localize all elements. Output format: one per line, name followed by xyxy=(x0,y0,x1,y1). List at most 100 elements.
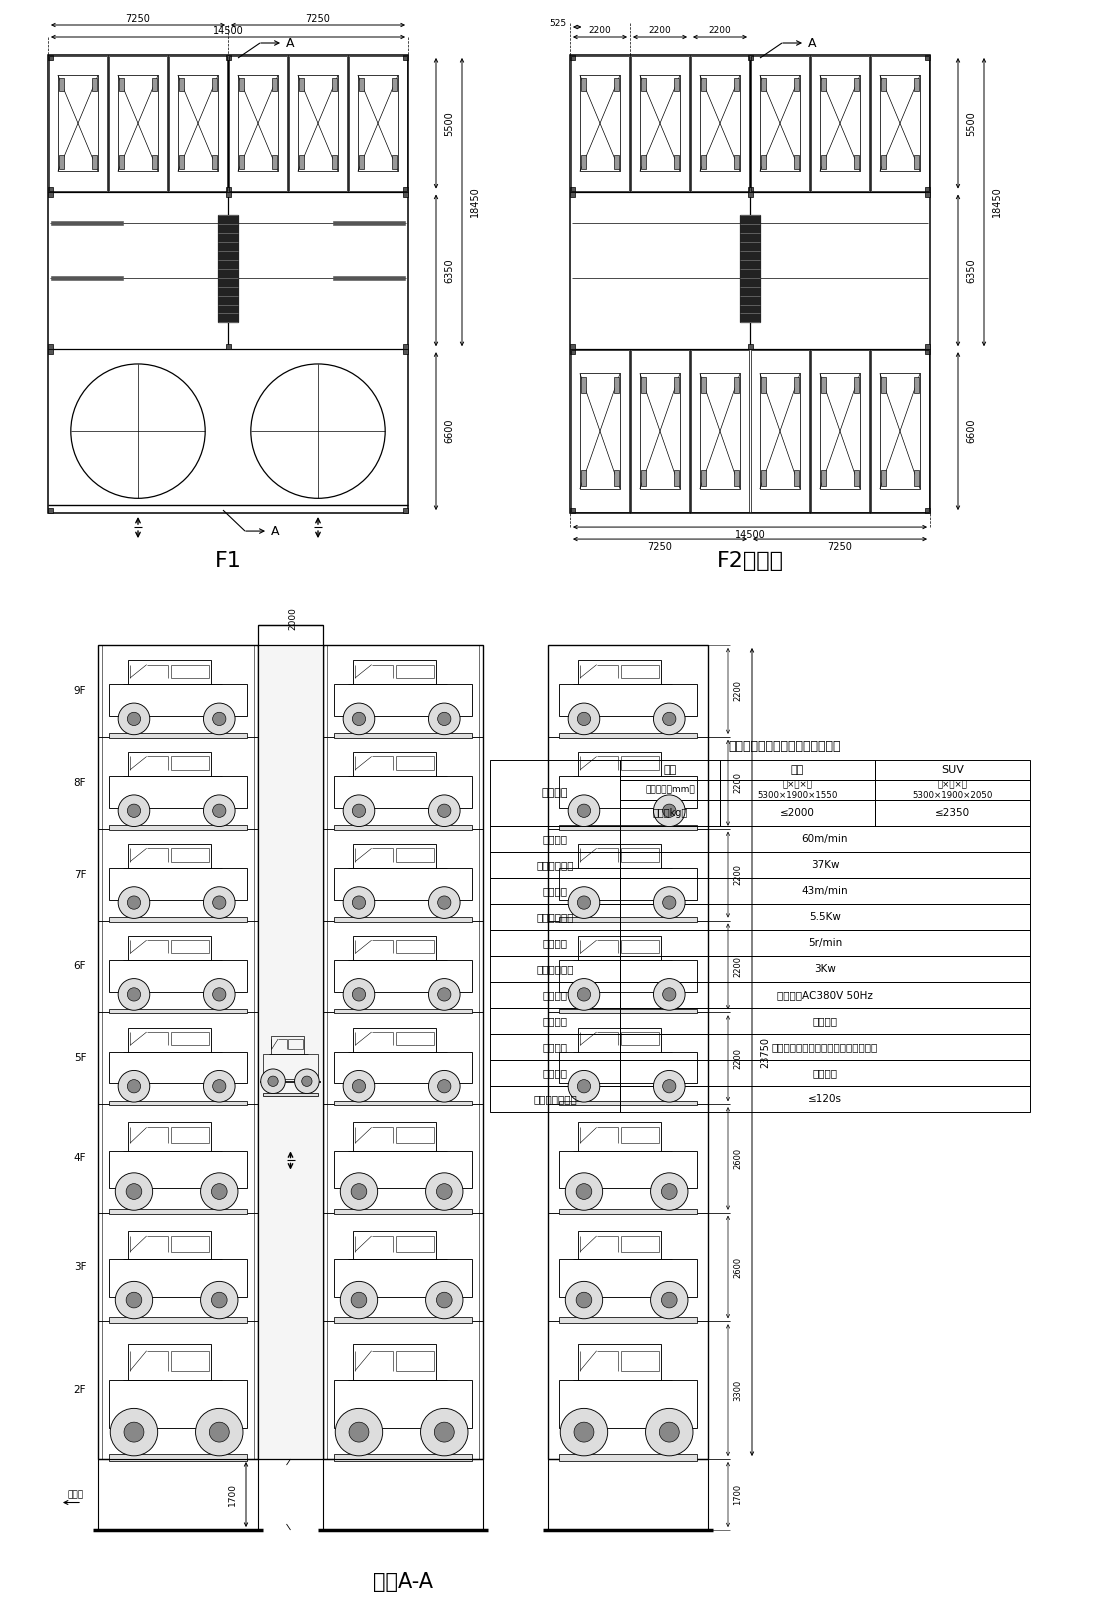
Text: 7250: 7250 xyxy=(827,543,853,552)
Bar xyxy=(720,800,874,826)
Bar xyxy=(92,78,97,91)
Circle shape xyxy=(118,1071,150,1101)
Bar xyxy=(490,930,620,956)
Bar xyxy=(333,221,405,226)
Bar xyxy=(570,508,575,512)
Circle shape xyxy=(578,712,591,725)
Text: 18450: 18450 xyxy=(470,187,480,218)
Bar xyxy=(620,1060,1030,1085)
Bar xyxy=(761,376,766,392)
Bar xyxy=(914,78,918,91)
Bar xyxy=(239,78,243,91)
Text: 回转速度: 回转速度 xyxy=(542,938,568,948)
Bar xyxy=(579,752,661,776)
Circle shape xyxy=(352,804,365,818)
Circle shape xyxy=(118,796,150,826)
Circle shape xyxy=(301,1076,312,1087)
Text: 平均存取车时间: 平均存取车时间 xyxy=(534,1093,576,1105)
Text: 6F: 6F xyxy=(74,962,86,972)
Bar xyxy=(691,56,749,191)
Circle shape xyxy=(204,703,235,735)
Text: 回转电机功率: 回转电机功率 xyxy=(537,964,574,973)
Bar xyxy=(58,75,98,171)
Bar xyxy=(332,78,337,91)
Bar xyxy=(109,917,246,922)
Bar xyxy=(212,155,217,168)
Bar xyxy=(263,1055,318,1079)
Bar xyxy=(631,351,689,512)
Bar xyxy=(855,155,859,168)
Bar xyxy=(925,508,930,512)
Bar xyxy=(620,800,721,826)
Circle shape xyxy=(650,1281,688,1319)
Circle shape xyxy=(438,1079,451,1093)
Bar xyxy=(559,1101,696,1105)
Bar xyxy=(914,155,918,168)
Bar xyxy=(169,56,227,191)
Circle shape xyxy=(578,988,591,1001)
Circle shape xyxy=(352,712,365,725)
Bar xyxy=(129,1028,211,1052)
Bar xyxy=(179,155,184,168)
Bar xyxy=(581,78,585,91)
Text: 6600: 6600 xyxy=(966,419,976,443)
Text: 2600: 2600 xyxy=(734,1257,742,1278)
Text: 2600: 2600 xyxy=(734,1148,742,1169)
Text: 车辆尺寸（mm）: 车辆尺寸（mm） xyxy=(645,786,695,794)
Bar xyxy=(580,75,620,171)
Text: SUV: SUV xyxy=(942,765,964,775)
Bar xyxy=(881,469,886,485)
Bar xyxy=(50,56,107,191)
Bar xyxy=(925,187,930,192)
Text: 电源需求: 电源需求 xyxy=(542,989,568,1001)
Bar xyxy=(490,956,620,981)
Text: 2F: 2F xyxy=(74,1385,86,1394)
Bar xyxy=(620,760,721,780)
Bar xyxy=(925,192,930,197)
Bar xyxy=(641,155,646,168)
Text: A: A xyxy=(271,525,279,538)
Bar xyxy=(559,684,696,716)
Bar xyxy=(641,78,646,91)
Circle shape xyxy=(204,978,235,1010)
Bar xyxy=(334,961,472,991)
Bar xyxy=(490,1060,620,1085)
Text: 37Kw: 37Kw xyxy=(811,860,839,869)
Bar xyxy=(640,373,680,488)
Bar xyxy=(109,961,246,991)
Bar xyxy=(615,469,619,485)
Text: 横移速度: 横移速度 xyxy=(542,885,568,897)
Text: 升降电机功率: 升降电机功率 xyxy=(537,860,574,869)
Text: 525: 525 xyxy=(549,19,566,27)
Circle shape xyxy=(662,712,675,725)
Bar xyxy=(273,78,277,91)
Circle shape xyxy=(576,1183,592,1199)
Bar xyxy=(263,1092,318,1097)
Circle shape xyxy=(126,1292,142,1308)
Circle shape xyxy=(565,1281,603,1319)
Circle shape xyxy=(662,1079,675,1093)
Bar xyxy=(881,155,886,168)
Circle shape xyxy=(343,796,375,826)
Bar xyxy=(748,187,752,192)
Bar xyxy=(226,344,231,349)
Circle shape xyxy=(340,1281,377,1319)
Circle shape xyxy=(128,988,141,1001)
Circle shape xyxy=(351,1292,366,1308)
Bar xyxy=(761,469,766,485)
Circle shape xyxy=(569,703,600,735)
Bar xyxy=(403,54,408,59)
Bar xyxy=(334,1101,472,1105)
Bar xyxy=(579,1345,661,1380)
Circle shape xyxy=(343,978,375,1010)
Bar xyxy=(109,1454,246,1460)
Bar xyxy=(109,56,167,191)
Circle shape xyxy=(569,887,600,919)
Circle shape xyxy=(212,1079,226,1093)
Circle shape xyxy=(200,1281,238,1319)
Bar xyxy=(559,1380,696,1428)
Text: 2200: 2200 xyxy=(734,865,742,885)
Bar xyxy=(701,78,705,91)
Bar xyxy=(59,155,64,168)
Bar xyxy=(874,780,1030,800)
